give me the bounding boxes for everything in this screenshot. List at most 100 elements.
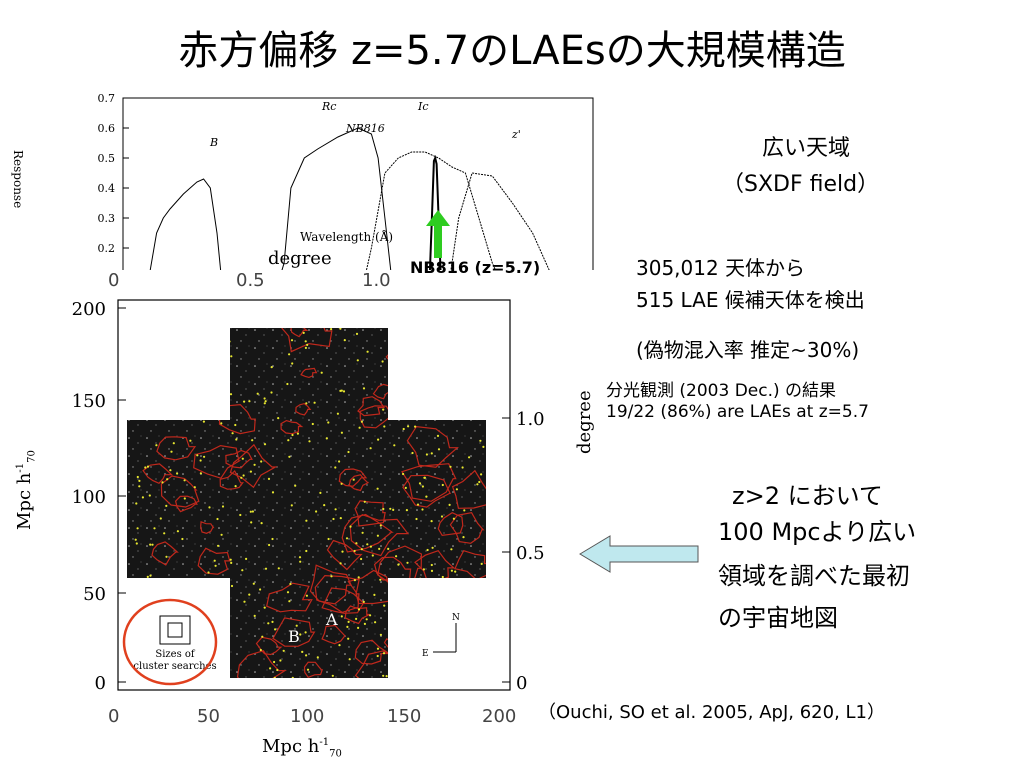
lae-point [224, 670, 227, 673]
lae-point [450, 406, 453, 409]
lae-point [184, 401, 188, 404]
lae-point [138, 485, 141, 488]
lae-point [161, 583, 164, 586]
lae-point [320, 371, 323, 374]
lae-point [411, 451, 414, 455]
lae-point [248, 593, 251, 596]
density-contour [432, 359, 463, 379]
density-contour [354, 500, 386, 527]
field-label-1: 広い天域 [762, 136, 851, 161]
lae-point [311, 422, 314, 426]
spectro-line-2: 19/22 (86%) are LAEs at z=5.7 [606, 402, 869, 422]
lae-point [176, 530, 179, 533]
lae-point [421, 391, 424, 394]
sky-map-bottom-tick: 150 [387, 706, 422, 727]
lae-point [220, 422, 223, 425]
lae-point [348, 658, 351, 661]
lae-point [295, 624, 298, 627]
density-contour [280, 419, 304, 435]
lae-point [263, 397, 266, 400]
lae-point [423, 476, 426, 479]
lae-point [305, 519, 308, 522]
lae-point [319, 491, 322, 494]
lae-point [449, 643, 452, 646]
lae-point [249, 510, 252, 513]
lae-point [259, 648, 262, 652]
lae-point [366, 543, 369, 546]
lae-point [287, 439, 290, 442]
sky-map-top-tick: 0 [108, 270, 120, 291]
lae-point [425, 495, 428, 498]
lae-point [397, 595, 400, 598]
lae-point [166, 478, 169, 481]
lae-point [132, 632, 135, 635]
lae-point [193, 486, 196, 489]
left-axis-sup: -1 [15, 462, 26, 473]
lae-point [241, 569, 244, 572]
lae-point [243, 400, 246, 403]
lae-point [446, 336, 449, 339]
lae-point [423, 666, 426, 670]
lae-point [395, 555, 398, 558]
lae-point [381, 360, 384, 363]
lae-point [430, 563, 433, 567]
pointer-arrow-icon [579, 535, 699, 573]
lae-point [291, 362, 294, 365]
lae-point [394, 617, 397, 620]
lae-point [450, 548, 453, 551]
lae-point [136, 365, 139, 369]
lae-point [460, 609, 463, 612]
lae-point [253, 614, 256, 617]
lae-point [183, 479, 186, 482]
lae-point [146, 465, 150, 468]
y-tick-label: 0.2 [98, 242, 116, 255]
density-contour [290, 328, 309, 338]
left-tick-label: 100 [72, 487, 106, 508]
lae-point [469, 383, 472, 386]
density-contour [142, 463, 173, 485]
lae-point [347, 450, 350, 454]
lae-point [239, 513, 242, 517]
lae-point [454, 594, 457, 597]
lae-point [414, 663, 417, 666]
lae-point [170, 450, 173, 453]
lae-point [426, 548, 429, 552]
lae-point [157, 368, 161, 371]
lae-point [358, 426, 361, 429]
lae-point [223, 342, 226, 345]
lae-point [353, 549, 356, 553]
lae-point [172, 442, 175, 445]
lae-point [374, 621, 377, 624]
lae-point [436, 380, 439, 384]
sky-map-bottom-tick: 0 [108, 706, 120, 727]
density-contour [314, 574, 360, 614]
lae-point [260, 460, 263, 463]
lae-point [382, 674, 385, 677]
left-tick-label: 0 [95, 673, 106, 694]
lae-point [230, 584, 234, 588]
lae-point [256, 392, 259, 395]
lae-point [387, 547, 390, 550]
lae-point [371, 554, 374, 557]
lae-point [151, 543, 154, 546]
lae-point [482, 398, 485, 401]
lae-point [479, 676, 482, 678]
lae-point [204, 332, 207, 335]
density-contour [141, 347, 165, 369]
lae-point [279, 659, 282, 662]
lae-point [379, 578, 382, 581]
lae-point [419, 577, 422, 580]
cluster-label-1: Sizes of [155, 649, 196, 660]
lae-point [199, 472, 202, 475]
lae-point [455, 413, 458, 416]
lae-point [356, 677, 359, 678]
density-contour [151, 541, 179, 566]
density-contour [451, 469, 486, 509]
lae-point [362, 387, 366, 390]
lae-point [342, 390, 346, 393]
lae-point [339, 517, 342, 520]
lae-point [484, 628, 486, 631]
lae-point [163, 339, 166, 342]
lae-point [210, 344, 213, 347]
lae-point [220, 533, 223, 536]
